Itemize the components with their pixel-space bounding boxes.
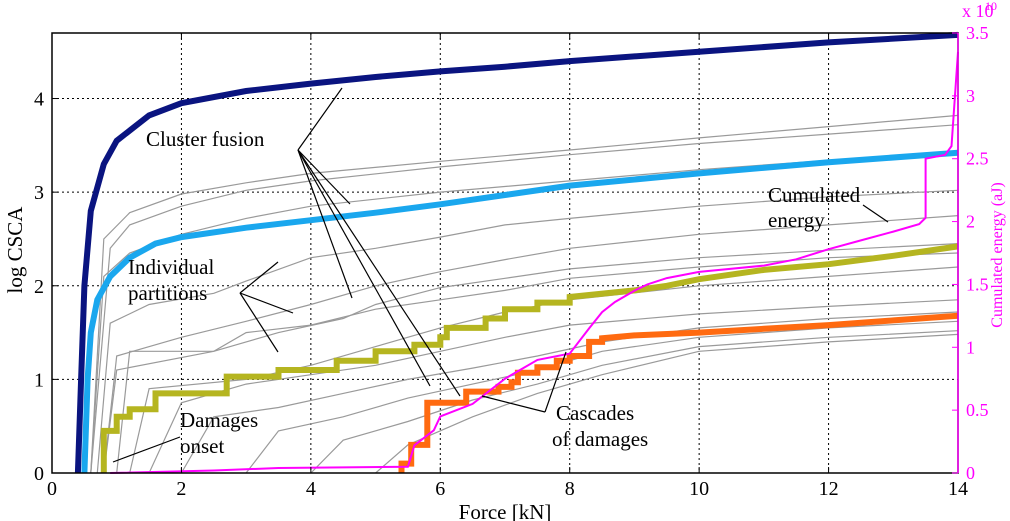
arrow-cascades-1 [481,395,546,413]
annotation-cluster-fusion: Cluster fusion [146,127,265,151]
series-line-gray-2 [90,154,959,474]
right-axis-multiplier: x 10 [962,1,994,21]
right-axis-label: Cumulated energy (aJ) [989,182,1006,327]
series-line-gray-9 [180,311,959,474]
x-tick-label: 12 [819,478,839,500]
right-tick-label: 3.5 [966,23,989,43]
arrow-cascades-2 [544,351,567,413]
y-tick-label: 4 [34,89,44,111]
annotation-damages-line2: onset [180,434,224,458]
right-tick-label: 0 [966,463,975,483]
x-tick-label: 0 [47,478,57,500]
y-tick-label: 3 [34,182,44,204]
series-line-gray-5 [103,243,959,474]
annotation-cumulated-line1: Cumulated [768,183,861,207]
x-tick-label: 2 [176,478,186,500]
series-line-magenta [110,51,959,474]
arrow-individual-1 [239,261,279,294]
right-axis-exponent: 10 [985,0,997,13]
series-line-navy [74,31,959,474]
arrow-damages [112,436,181,463]
series-line-gray-11 [310,330,959,474]
y-tick-label: 2 [34,276,44,298]
series-line-gray-1 [90,124,959,474]
annotation-texts: Cluster fusion Individual partitions Cum… [128,127,861,458]
arrow-individual-3 [239,292,279,353]
series-line-olive [100,243,959,473]
right-tick-label: 1 [966,337,975,357]
series-line-gray-10 [245,320,959,474]
annotation-cascades-line2: of damages [552,427,648,451]
series-line-gray-6 [116,252,959,474]
right-tick-label: 3 [966,86,975,106]
x-tick-label: 14 [948,478,968,500]
right-tick-label: 0.5 [966,400,989,420]
arrow-cluster-5 [297,149,461,397]
x-tick-label: 6 [435,478,445,500]
arrow-cumulated [862,204,889,223]
annotation-cumulated-line2: energy [768,208,825,232]
annotation-cascades-line1: Cascades [556,401,634,425]
series-line-gray-7 [129,266,959,474]
right-tick-label: 2 [966,212,975,232]
y-axis-label: log CSCA [3,206,27,294]
y-tick-label: 1 [34,369,44,391]
arrow-cluster-4 [297,149,431,387]
y-axis-ticks: 0 1 2 3 4 [34,89,58,485]
annotation-damages-line1: Damages [180,408,258,432]
annotation-individual-line1: Individual [128,255,214,279]
right-axis-ticks: 0 0.5 1 1.5 2 2.5 3 3.5 [952,23,989,483]
x-tick-label: 8 [565,478,575,500]
right-tick-label: 1.5 [966,274,989,294]
series-line-gray-12 [375,333,959,474]
arrow-individual-2 [239,292,294,314]
series-line-blue [81,149,959,474]
x-axis-ticks: 0 2 4 6 8 10 12 14 [47,33,968,500]
series-line-gray-3 [96,189,959,474]
x-tick-label: 10 [689,478,709,500]
x-tick-label: 4 [306,478,316,500]
arrow-cluster-2 [297,149,351,205]
y-tick-label: 0 [34,463,44,485]
arrow-cluster-1 [297,87,343,151]
series-line-orange [398,312,959,473]
arrow-cluster-3 [297,149,353,299]
series-line-gray-4 [103,215,959,474]
annotation-individual-line2: partitions [128,281,207,305]
series-group [74,31,959,474]
right-tick-label: 2.5 [966,149,989,169]
x-axis-label: Force [kN] [459,500,552,521]
annotation-arrows [112,87,889,463]
